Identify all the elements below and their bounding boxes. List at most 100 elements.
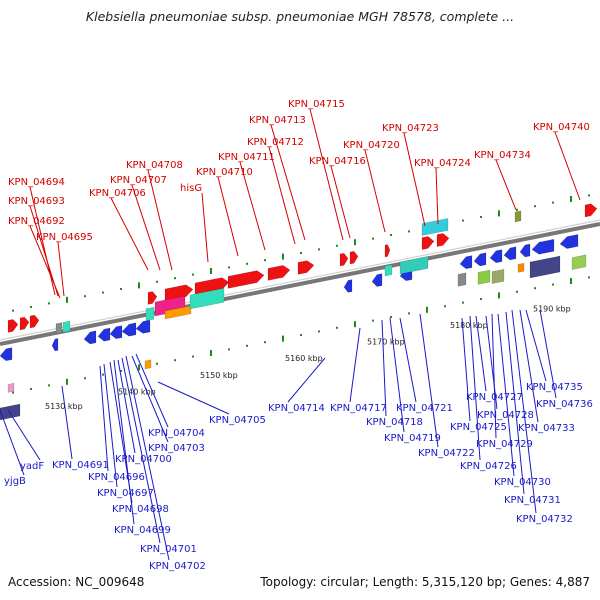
gene-label-bottom: KPN_04691 xyxy=(52,460,109,471)
reverse-gene-arrow xyxy=(473,252,487,267)
guide-dot xyxy=(102,373,104,376)
gene-label-bottom: KPN_04732 xyxy=(516,514,573,525)
feature-block xyxy=(571,254,587,270)
guide-dot xyxy=(534,205,536,208)
guide-marker xyxy=(498,292,500,299)
leader-line xyxy=(381,319,387,417)
feature-block xyxy=(477,269,491,285)
gene-label-bottom: KPN_04704 xyxy=(148,428,205,439)
guide-dot xyxy=(480,298,482,300)
guide-dot xyxy=(228,266,230,269)
forward-gene-arrow xyxy=(584,203,598,218)
gene-label-top: KPN_04694 xyxy=(8,177,65,188)
guide-dot xyxy=(30,306,32,308)
reverse-gene-arrow xyxy=(531,238,555,255)
feature-block xyxy=(145,306,155,322)
guide-dot xyxy=(552,201,554,204)
gene-label-top: KPN_04720 xyxy=(343,140,400,151)
feature-block xyxy=(421,218,449,236)
leader-line xyxy=(399,317,417,403)
gene-label-bottom: KPN_04705 xyxy=(209,415,266,426)
leader-line xyxy=(475,315,487,392)
guide-dot xyxy=(246,344,248,347)
guide-dot xyxy=(444,305,446,308)
leader-line xyxy=(485,315,498,410)
feature-block xyxy=(514,210,522,223)
guide-dot xyxy=(318,248,320,251)
leader-line xyxy=(519,309,539,423)
guide-dot xyxy=(120,288,122,290)
guide-dot xyxy=(318,330,320,333)
reverse-gene-arrow xyxy=(489,249,503,264)
guide-dot xyxy=(174,359,176,362)
reverse-gene-arrow xyxy=(51,338,59,352)
guide-dot xyxy=(264,259,266,262)
gene-label-bottom: KPN_04717 xyxy=(330,403,387,414)
gene-label-top: KPN_04723 xyxy=(382,123,439,134)
leader-line xyxy=(497,313,515,477)
leader-line xyxy=(469,315,481,461)
leader-line xyxy=(461,317,471,422)
gene-label-bottom: KPN_04700 xyxy=(115,454,172,465)
feature-block xyxy=(55,322,63,335)
guide-dot xyxy=(390,316,392,318)
guide-dot xyxy=(408,312,410,315)
leader-line xyxy=(525,309,547,382)
gene-label-bottom: KPN_04719 xyxy=(384,433,441,444)
leader-line xyxy=(0,409,25,476)
gene-label-top: KPN_04716 xyxy=(309,156,366,167)
gene-label-top: KPN_04713 xyxy=(249,115,306,126)
scale-tick-label: 5140 kbp xyxy=(118,387,156,396)
forward-gene-arrow xyxy=(436,233,450,247)
gene-label-top: KPN_04734 xyxy=(474,150,531,161)
guide-marker xyxy=(210,268,212,274)
guide-marker xyxy=(426,306,428,313)
guide-dot xyxy=(120,370,122,372)
forward-gene-arrow xyxy=(7,319,19,333)
gene-label-top: KPN_04711 xyxy=(218,152,275,163)
gene-label-top: KPN_04706 xyxy=(89,188,146,199)
leader-line xyxy=(103,363,118,488)
guide-dot xyxy=(102,291,104,294)
gene-label-bottom: KPN_04702 xyxy=(149,561,206,572)
guide-dot xyxy=(84,377,86,380)
scale-tick-label: 5160 kbp xyxy=(285,354,323,363)
gene-label-top: KPN_04692 xyxy=(8,216,65,227)
reverse-gene-arrow xyxy=(83,330,97,345)
guide-dot xyxy=(156,280,158,283)
backbone-highlight xyxy=(0,219,600,341)
leader-line xyxy=(435,167,439,225)
genome-summary-text: Topology: circular; Length: 5,315,120 bp… xyxy=(260,575,590,589)
guide-dot xyxy=(192,273,194,276)
guide-marker xyxy=(354,321,356,328)
leader-line xyxy=(131,355,169,443)
reverse-gene-arrow xyxy=(135,319,151,334)
leader-line xyxy=(495,159,517,211)
leader-line xyxy=(539,309,557,399)
leader-line xyxy=(419,313,439,448)
leader-line xyxy=(511,309,537,514)
leader-line xyxy=(147,169,173,271)
scale-tick-label: 5150 kbp xyxy=(200,371,238,380)
guide-dot xyxy=(336,244,338,247)
leader-line xyxy=(330,165,351,239)
leader-line xyxy=(135,353,169,428)
guide-dot xyxy=(156,362,158,365)
gene-label-bottom: KPN_04726 xyxy=(460,461,517,472)
gene-label-top: KPN_04715 xyxy=(288,99,345,110)
guide-dot xyxy=(48,302,50,305)
guide-marker xyxy=(282,335,284,342)
guide-dot xyxy=(228,348,230,351)
gene-label-bottom: KPN_04722 xyxy=(418,448,475,459)
guide-dot xyxy=(12,391,14,394)
leader-line xyxy=(113,359,135,525)
guide-dot xyxy=(462,219,464,222)
leader-line xyxy=(61,385,73,460)
feature-block xyxy=(0,403,21,421)
leader-line xyxy=(201,192,209,263)
guide-marker xyxy=(210,350,212,356)
guide-dot xyxy=(192,355,194,358)
guide-marker xyxy=(66,378,68,385)
